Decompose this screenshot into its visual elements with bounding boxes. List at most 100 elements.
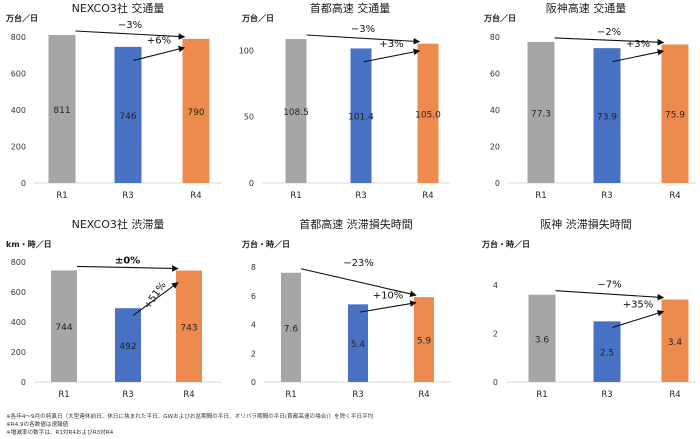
data-label: 77.3 xyxy=(531,109,551,119)
y-tick-label: 0 xyxy=(249,179,254,188)
data-label: 5.4 xyxy=(351,340,366,350)
change-arrow xyxy=(76,265,179,272)
y-tick-label: 800 xyxy=(11,33,26,42)
bar-r3 xyxy=(593,321,621,382)
data-label: 790 xyxy=(187,108,204,118)
y-tick-label: 400 xyxy=(11,106,26,115)
x-tick-label: R3 xyxy=(355,191,366,201)
bar-r3 xyxy=(348,304,368,382)
change-arrow xyxy=(306,34,421,45)
change-label: ±0% xyxy=(115,255,140,266)
chart-title: 首都高速 交通量 xyxy=(310,1,391,15)
x-tick-label: R4 xyxy=(190,191,201,201)
data-label: 5.9 xyxy=(417,337,432,347)
y-tick-label: 2 xyxy=(493,330,498,339)
change-label: +51% xyxy=(142,280,169,311)
x-tick-label: R1 xyxy=(535,191,546,201)
change-label: +10% xyxy=(373,291,404,302)
change-arrow xyxy=(75,30,186,40)
data-label: 7.6 xyxy=(284,324,299,334)
x-tick-label: R4 xyxy=(669,191,680,201)
x-tick-label: R1 xyxy=(58,390,69,400)
x-tick-label: R3 xyxy=(601,191,612,201)
data-label: 3.6 xyxy=(535,335,550,345)
x-tick-label: R4 xyxy=(422,191,433,201)
data-label: 2.5 xyxy=(600,349,614,359)
footnote-line: ※R4.9の各数値は速報値 xyxy=(6,422,69,428)
y-tick-label: 20 xyxy=(490,143,500,152)
data-label: 73.9 xyxy=(597,113,617,123)
y-tick-label: 0 xyxy=(21,378,26,387)
chart-title: NEXCO3社 渋滞量 xyxy=(72,217,165,231)
y-axis-unit: km・時／日 xyxy=(6,239,52,249)
data-label: 492 xyxy=(119,342,136,352)
y-tick-label: 400 xyxy=(11,318,26,327)
y-axis-unit: 万台・時／日 xyxy=(481,239,530,249)
footnote-line: ※各年4～9月の特異日（大型連休前日、休日に挟まれた平日、GWおよびお盆期間の平… xyxy=(6,414,374,420)
x-tick-label: R1 xyxy=(290,191,301,201)
bar-r3 xyxy=(593,48,621,183)
chart-title: 阪神高速 交通量 xyxy=(546,1,627,15)
x-tick-label: R4 xyxy=(183,390,194,400)
change-arrow xyxy=(133,45,186,62)
bar-r3 xyxy=(350,48,372,183)
bar-r1 xyxy=(281,272,301,382)
y-tick-label: 4 xyxy=(493,281,498,290)
change-arrow xyxy=(359,300,417,313)
change-label: −2% xyxy=(597,27,621,38)
y-tick-label: 50 xyxy=(244,113,254,122)
bar-r4 xyxy=(176,270,202,382)
change-arrow xyxy=(363,48,421,63)
change-label: +3% xyxy=(626,39,650,50)
x-tick-label: R3 xyxy=(352,390,363,400)
data-label: 743 xyxy=(180,323,197,333)
y-tick-label: 0 xyxy=(251,378,256,387)
chart-title: 首都高速 渋滞損失時間 xyxy=(299,217,413,231)
y-tick-label: 200 xyxy=(11,348,26,357)
y-tick-label: 200 xyxy=(11,143,26,152)
y-tick-label: 80 xyxy=(490,33,500,42)
bar-r1 xyxy=(285,38,307,184)
bar-r4 xyxy=(661,299,689,382)
bar-r1 xyxy=(528,294,556,382)
y-tick-label: 100 xyxy=(239,46,254,55)
change-arrow xyxy=(300,268,417,298)
change-label: −3% xyxy=(118,20,142,31)
data-label: 105.0 xyxy=(415,110,441,120)
chart-title: 阪神 渋滞損失時間 xyxy=(540,217,632,231)
y-axis-unit: 万台／日 xyxy=(241,13,274,23)
data-label: 744 xyxy=(55,323,72,333)
change-label: −7% xyxy=(597,280,621,291)
x-tick-label: R1 xyxy=(285,390,296,400)
bar-r1 xyxy=(527,41,555,183)
chart-title: NEXCO3社 交通量 xyxy=(72,1,165,15)
data-label: 108.5 xyxy=(283,108,309,118)
y-tick-label: 0 xyxy=(495,179,500,188)
change-label: +3% xyxy=(379,39,403,50)
x-tick-label: R3 xyxy=(122,390,133,400)
x-tick-label: R3 xyxy=(601,390,612,400)
y-axis-unit: 万台・時／日 xyxy=(241,239,290,249)
change-label: −3% xyxy=(351,24,375,35)
change-arrow xyxy=(612,49,665,63)
x-tick-label: R1 xyxy=(536,390,547,400)
change-arrow xyxy=(132,282,179,317)
chart-panel: NEXCO3社 渋滞量 km・時／日 0 200 400 600 800 744 R1 492 R3… xyxy=(6,217,222,400)
y-tick-label: 0 xyxy=(21,179,26,188)
bar-r1 xyxy=(51,270,77,382)
y-tick-label: 600 xyxy=(11,288,26,297)
change-label: +6% xyxy=(147,36,171,47)
y-tick-label: 60 xyxy=(490,70,500,79)
y-tick-label: 6 xyxy=(251,292,256,301)
bar-r3 xyxy=(114,46,142,184)
bar-r4 xyxy=(414,297,434,382)
bar-r4 xyxy=(661,44,689,183)
change-arrow xyxy=(612,310,665,328)
change-arrow xyxy=(554,37,665,46)
y-tick-label: 2 xyxy=(251,349,256,358)
y-axis-unit: 万台／日 xyxy=(5,13,38,23)
